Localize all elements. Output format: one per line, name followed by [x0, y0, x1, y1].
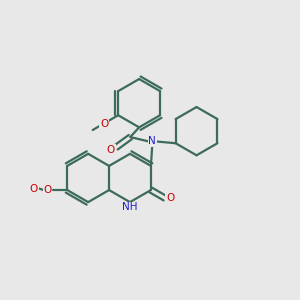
Text: O: O — [44, 185, 52, 195]
Text: NH: NH — [122, 202, 138, 212]
Text: N: N — [148, 136, 156, 146]
Text: O: O — [107, 145, 115, 155]
Text: O: O — [166, 193, 174, 203]
Text: O: O — [30, 184, 38, 194]
Text: O: O — [100, 119, 108, 129]
